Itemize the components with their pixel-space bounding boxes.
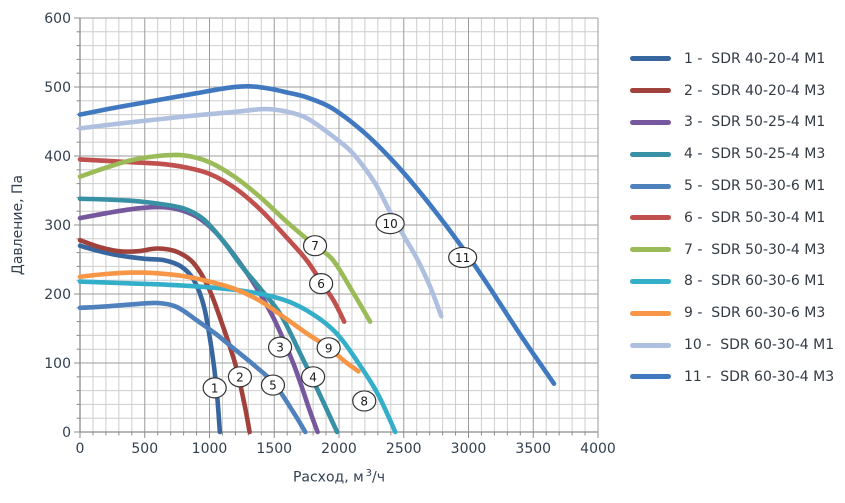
- series-4-callout: [301, 366, 326, 388]
- legend-swatch-3: [630, 119, 671, 125]
- x-axis-title-text: Расход, м: [292, 469, 364, 486]
- series-7-callout-number: 7: [311, 239, 319, 253]
- series-5-callout-number: 5: [269, 379, 277, 393]
- legend-swatch-2: [630, 88, 671, 94]
- x-tick-label: 3500: [515, 441, 551, 457]
- series-2-callout: [227, 366, 253, 388]
- series-6-callout-number: 6: [317, 277, 325, 291]
- y-tick-label: 200: [44, 287, 71, 303]
- y-tick-label: 300: [44, 218, 71, 234]
- series-4-callout-number: 4: [309, 370, 317, 384]
- legend-label-5: 5 - SDR 50-30-6 M1: [684, 178, 826, 195]
- y-tick-label: 600: [44, 11, 71, 27]
- series-8-line: [77, 279, 398, 435]
- series-3-callout-number: 3: [276, 341, 284, 355]
- legend-swatch-7: [630, 247, 671, 253]
- x-tick-label: 1500: [256, 441, 292, 457]
- legend-label-9: 9 - SDR 60-30-6 M3: [684, 305, 826, 322]
- legend-swatch-11: [630, 374, 671, 380]
- x-tick-label: 1000: [192, 441, 228, 457]
- series-11-callout: [448, 246, 478, 269]
- y-tick-label: 400: [44, 149, 71, 165]
- series-1-callout-number: 1: [211, 381, 219, 395]
- series-8-callout: [352, 390, 377, 412]
- series-9-callout-number: 9: [325, 341, 333, 355]
- series-5-line: [77, 300, 308, 435]
- legend-item-2: 2 - SDR 40-20-4 M3: [630, 75, 845, 107]
- series-6-callout: [309, 273, 334, 295]
- series-9-callout: [316, 337, 341, 359]
- series-1-line: [77, 243, 223, 435]
- y-axis-title: Давление, Па: [10, 175, 26, 275]
- x-tick-label: 0: [76, 441, 85, 457]
- legend-label-10: 10 - SDR 60-30-4 M1: [684, 337, 835, 354]
- x-tick-label: 4000: [580, 441, 616, 457]
- legend-label-8: 8 - SDR 60-30-6 M1: [684, 273, 826, 290]
- legend-swatch-4: [630, 151, 671, 157]
- legend-swatch-5: [630, 183, 671, 189]
- legend: 1 - SDR 40-20-4 M1 2 - SDR 40-20-4 M3 3 - …: [630, 43, 845, 393]
- legend-swatch-1: [630, 56, 671, 62]
- series-4-line: [77, 196, 340, 435]
- legend-item-4: 4 - SDR 50-25-4 M3: [630, 138, 845, 170]
- series-10-line: [77, 106, 444, 319]
- x-tick-label: 2000: [321, 441, 357, 457]
- y-tick-label: 100: [44, 356, 71, 372]
- y-tick-label: 0: [62, 425, 71, 441]
- x-axis-title-suffix: /ч: [372, 469, 386, 486]
- legend-item-7: 7 - SDR 50-30-4 M3: [630, 234, 845, 266]
- series-11-callout-number: 11: [455, 251, 470, 265]
- series-8-callout-number: 8: [360, 394, 368, 408]
- series-7-callout: [302, 235, 328, 257]
- series-5-callout: [260, 374, 286, 396]
- legend-swatch-10: [630, 342, 671, 348]
- legend-swatch-6: [630, 215, 671, 221]
- x-axis-title: Расход, м 3/ч: [80, 468, 598, 486]
- y-axis-title-text: Давление, Па: [10, 174, 26, 276]
- legend-swatch-9: [630, 310, 671, 316]
- series-3-callout: [267, 336, 293, 358]
- series-10-callout: [375, 213, 405, 235]
- legend-label-7: 7 - SDR 50-30-4 M3: [684, 241, 826, 258]
- legend-item-11: 11 - SDR 60-30-4 M3: [630, 361, 845, 393]
- x-tick-label: 3000: [451, 441, 487, 457]
- series-7-line: [77, 152, 373, 324]
- x-tick-label: 2500: [386, 441, 422, 457]
- series-1-callout: [202, 377, 227, 399]
- legend-item-1: 1 - SDR 40-20-4 M1: [630, 43, 845, 75]
- legend-item-9: 9 - SDR 60-30-6 M3: [630, 297, 845, 329]
- legend-item-8: 8 - SDR 60-30-6 M1: [630, 266, 845, 298]
- x-axis-title-sup: 3: [365, 468, 373, 479]
- legend-label-3: 3 - SDR 50-25-4 M1: [684, 114, 826, 131]
- legend-label-4: 4 - SDR 50-25-4 M3: [684, 146, 826, 163]
- legend-label-11: 11 - SDR 60-30-4 M3: [684, 368, 835, 385]
- legend-label-2: 2 - SDR 40-20-4 M3: [684, 82, 826, 99]
- series-10-callout-number: 10: [383, 217, 398, 231]
- legend-label-1: 1 - SDR 40-20-4 M1: [684, 50, 826, 67]
- y-tick-label: 500: [44, 80, 71, 96]
- legend-item-6: 6 - SDR 50-30-4 M1: [630, 202, 845, 234]
- legend-label-6: 6 - SDR 50-30-4 M1: [684, 209, 826, 226]
- legend-item-3: 3 - SDR 50-25-4 M1: [630, 107, 845, 139]
- x-tick-label: 500: [131, 441, 158, 457]
- series-2-callout-number: 2: [236, 370, 244, 384]
- legend-item-10: 10 - SDR 60-30-4 M1: [630, 329, 845, 361]
- legend-item-5: 5 - SDR 50-30-6 M1: [630, 170, 845, 202]
- legend-swatch-8: [630, 278, 671, 284]
